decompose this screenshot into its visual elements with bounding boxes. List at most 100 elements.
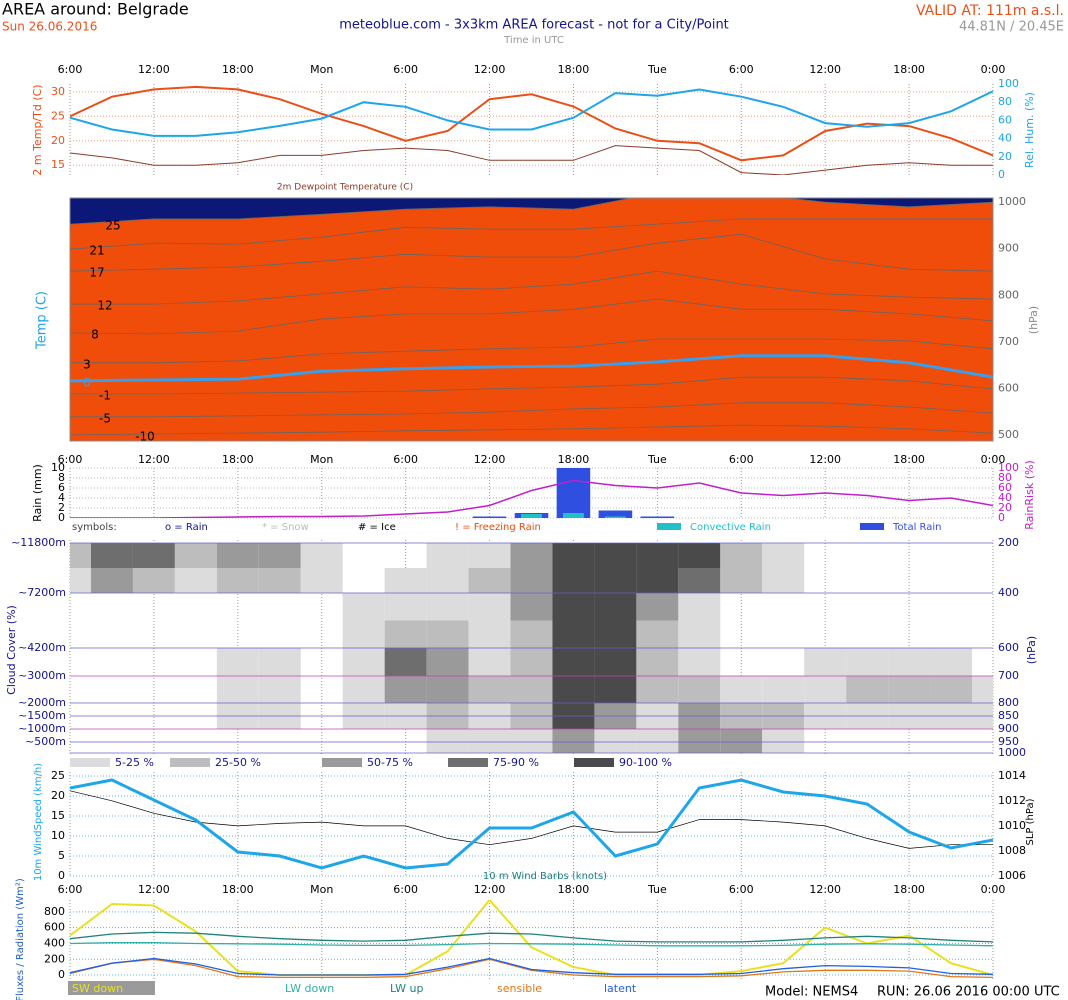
legend-label: latent: [604, 982, 637, 995]
tick-label: 5: [58, 849, 65, 862]
isotherm: [70, 218, 993, 250]
cloud-cell: [594, 676, 637, 703]
cloud-cell: [804, 648, 847, 676]
cloud-cell: [762, 543, 805, 568]
time-label: Mon: [310, 453, 333, 466]
cloud-cell: [384, 676, 427, 703]
time-label: 12:00: [474, 883, 506, 896]
y2-axis-label: SLP (hPa): [1025, 798, 1036, 845]
time-label: 6:00: [729, 453, 754, 466]
cloud-cell: [468, 568, 511, 593]
tick-label: 400: [44, 936, 65, 949]
model: Model: NEMS4: [765, 985, 858, 1000]
valid-at: VALID AT: 111m a.s.l.: [916, 3, 1064, 19]
isotherm: [70, 198, 993, 225]
isotherm-label: 12: [97, 299, 112, 313]
cloud-cell: [636, 568, 679, 593]
cloud-cell: [594, 648, 637, 676]
height-label: ~7200m: [18, 586, 66, 599]
cloud-cell: [678, 676, 721, 703]
legend-swatch: [448, 758, 488, 767]
cloud-cell: [636, 729, 679, 753]
cloud-cell: [258, 648, 301, 676]
height-label: ~500m: [25, 735, 66, 748]
tick-label: 8: [58, 471, 65, 484]
cloud-cell: [468, 593, 511, 621]
cloud-cell: [384, 620, 427, 648]
cloud-cell: [930, 676, 973, 703]
tick-label: 600: [998, 641, 1019, 654]
cloud-cell: [636, 543, 679, 568]
cloud-cell: [510, 543, 553, 568]
series-line: [70, 931, 993, 943]
time-label: 18:00: [222, 63, 254, 76]
cloud-cell: [258, 568, 301, 593]
subtitle: meteoblue.com - 3x3km AREA forecast - no…: [339, 18, 729, 33]
symbol-legend: o = Rain: [165, 522, 208, 533]
series-label: 2m Dewpoint Temperature (C): [277, 183, 413, 193]
tick-label: 80: [998, 95, 1012, 108]
cloud-cell: [258, 676, 301, 703]
cloud-cell: [720, 568, 763, 593]
y2-axis-label: Rel. Hum. (%): [1023, 92, 1036, 168]
cloud-cell: [678, 568, 721, 593]
y-axis-label: Rain (mm): [31, 464, 44, 522]
height-label: ~1500m: [18, 709, 66, 722]
y2-axis-label: RainRisk (%): [1023, 460, 1036, 530]
cloud-cell: [552, 676, 595, 703]
height-label: ~3000m: [18, 669, 66, 682]
tick-label: 80: [998, 471, 1012, 484]
cloud-cell: [888, 676, 931, 703]
isotherm-label: 0: [83, 375, 91, 389]
rain-bar: [604, 516, 626, 518]
legend-swatch: [574, 758, 614, 767]
tick-label: 1006: [998, 869, 1026, 882]
time-label: 6:00: [393, 63, 418, 76]
cloud-cell: [678, 648, 721, 676]
cloud-cell: [552, 593, 595, 621]
isotherm-label: 21: [89, 244, 104, 258]
cloud-cell: [174, 543, 217, 568]
cloud-cell: [930, 648, 973, 676]
legend-swatch: [860, 523, 884, 530]
tick-label: 900: [998, 242, 1019, 255]
coords: 44.81N / 20.45E: [959, 20, 1064, 35]
series-line: [70, 900, 993, 976]
cloud-cell: [216, 543, 259, 568]
isotherm-label: 8: [91, 328, 99, 342]
cloud-cell: [426, 568, 469, 593]
legend-label: 5-25 %: [115, 756, 154, 769]
tick-label: 950: [998, 735, 1019, 748]
cloud-cell: [90, 543, 133, 568]
time-label: 6:00: [393, 453, 418, 466]
cloud-cell: [468, 729, 511, 753]
cloud-cell: [384, 568, 427, 593]
tick-label: 1010: [998, 819, 1026, 832]
tick-label: 850: [998, 709, 1019, 722]
time-label: 0:00: [981, 883, 1006, 896]
annotation: 10 m Wind Barbs (knots): [483, 871, 607, 882]
tick-label: 10: [51, 461, 65, 474]
height-label: ~4200m: [18, 641, 66, 654]
time-label: Mon: [310, 63, 333, 76]
cloud-cell: [132, 568, 175, 593]
cloud-cell: [678, 593, 721, 621]
cloud-cell: [216, 568, 259, 593]
legend-label: Total Rain: [892, 522, 942, 533]
time-label: 6:00: [58, 63, 83, 76]
run: RUN: 26.06 2016 00:00 UTC: [877, 985, 1060, 1000]
cloud-cell: [174, 568, 217, 593]
legend-label: LW up: [390, 982, 423, 995]
time-label: 18:00: [558, 63, 590, 76]
cloud-cell: [552, 620, 595, 648]
legend-label: LW down: [285, 982, 334, 995]
time-label: 18:00: [893, 63, 925, 76]
cloud-cell: [426, 676, 469, 703]
tick-label: 500: [998, 428, 1019, 441]
height-label: ~1000m: [18, 722, 66, 735]
cloud-cell: [468, 648, 511, 676]
series-line: [70, 479, 993, 518]
time-label: 12:00: [474, 453, 506, 466]
legend-swatch: [170, 758, 210, 767]
